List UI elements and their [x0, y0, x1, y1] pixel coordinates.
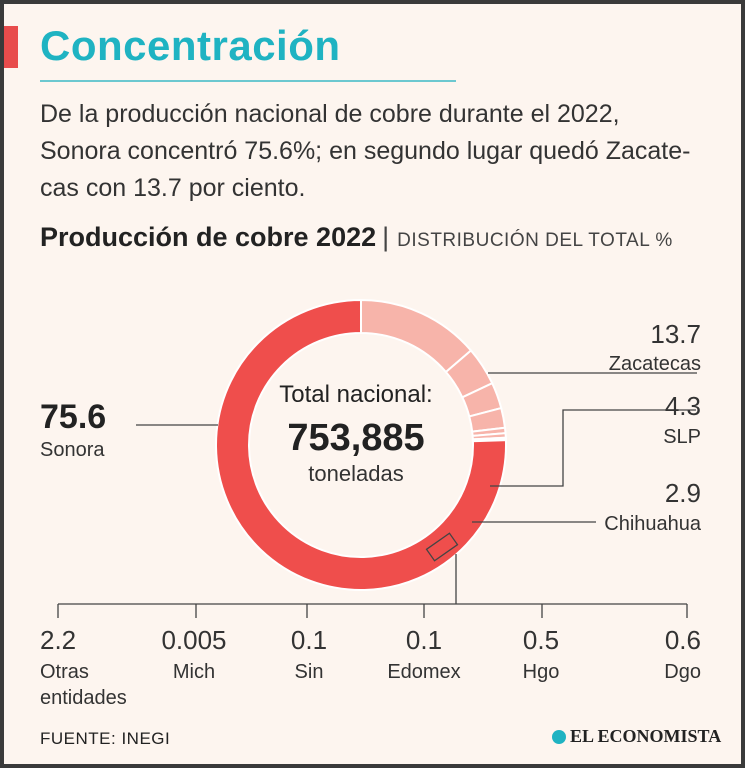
category-label-zacatecas: Zacatecas	[609, 353, 701, 375]
center-total-label: Total nacional:	[279, 381, 432, 408]
heading-separator: |	[382, 222, 390, 252]
donut-slices	[215, 298, 507, 591]
value-label-sonora: 75.6	[40, 398, 106, 436]
publisher-logo: EL ECONOMISTA	[552, 726, 721, 747]
category-label-dgo: Dgo	[664, 661, 701, 683]
intro-paragraph: De la producción nacional de cobre duran…	[40, 96, 730, 207]
intro-line: De la producción nacional de cobre duran…	[40, 100, 620, 128]
donut-slice-sonora	[215, 298, 507, 591]
value-label-dgo: 0.6	[665, 625, 701, 655]
category-label-chihuahua: Chihuahua	[604, 513, 702, 535]
publisher-logo-icon	[552, 729, 566, 744]
category-label-hgo: Hgo	[523, 661, 560, 683]
category-label-otras: Otras entidades	[40, 661, 127, 709]
category-label-otras-line1: Otras	[40, 661, 89, 683]
donut-chart: Total nacional: 753,885 toneladas 75.6 S…	[40, 298, 702, 709]
center-total-unit: toneladas	[308, 461, 403, 486]
chart-unit-label: DISTRIBUCIÓN DEL TOTAL %	[397, 230, 673, 251]
value-label-zacatecas: 13.7	[650, 319, 701, 349]
title-divider	[40, 80, 456, 82]
value-label-hgo: 0.5	[523, 625, 559, 655]
publisher-logo-text: EL ECONOMISTA	[570, 726, 722, 746]
category-label-edomex: Edomex	[387, 661, 460, 683]
category-label-sin: Sin	[295, 661, 324, 683]
value-label-chihuahua: 2.9	[665, 478, 701, 508]
leader-line-slp	[490, 409, 696, 487]
donut-slice-zacatecas	[360, 298, 473, 374]
leader-lines	[57, 372, 697, 618]
category-label-mich: Mich	[173, 661, 215, 683]
center-total-value: 753,885	[287, 417, 424, 459]
category-label-otras-line2: entidades	[40, 687, 127, 709]
infographic-title: Concentración	[40, 22, 341, 69]
value-label-slp: 4.3	[665, 391, 701, 421]
value-label-sin: 0.1	[291, 625, 327, 655]
chart-title: Producción de cobre 2022	[40, 222, 377, 252]
category-label-sonora: Sonora	[40, 439, 105, 461]
source-note: FUENTE: INEGI	[40, 729, 171, 748]
intro-line: cas con 13.7 por ciento.	[40, 174, 306, 202]
value-label-otras: 2.2	[40, 625, 76, 655]
value-label-mich: 0.005	[161, 625, 226, 655]
small-slices-bracket	[425, 532, 459, 562]
intro-line: Sonora concentró 75.6%; en segundo lugar…	[40, 137, 691, 165]
chart-heading: Producción de cobre 2022 | DISTRIBUCIÓN DE…	[40, 222, 673, 253]
value-label-edomex: 0.1	[406, 625, 442, 655]
category-label-slp: SLP	[663, 426, 701, 448]
donut-slice-mich	[471, 438, 507, 443]
title-accent-bar	[4, 26, 18, 68]
